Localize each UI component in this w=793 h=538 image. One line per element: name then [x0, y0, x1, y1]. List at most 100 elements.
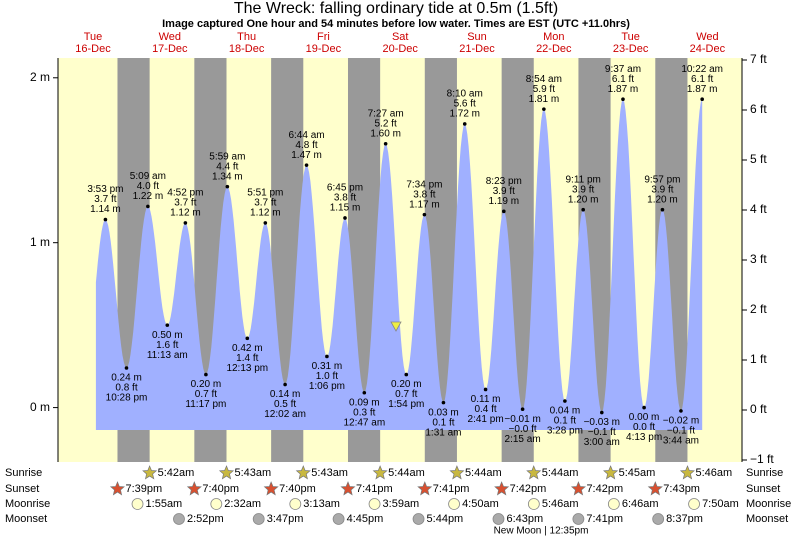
tide-time: 3:53 pm [87, 184, 123, 195]
tide-height-ft: 3.9 ft [493, 186, 515, 197]
row-label: Sunrise [5, 467, 42, 479]
y2-tick-label: 6 ft [750, 102, 767, 116]
tide-height-m: 1.22 m [133, 191, 164, 202]
y-tick-label: 1 m [30, 235, 50, 249]
moonset-time: 5:44pm [427, 513, 464, 525]
date-label: 16-Dec [75, 43, 111, 55]
tide-height-ft: −0.1 ft [588, 427, 616, 438]
sunset-time: 7:40pm [279, 483, 316, 495]
tide-height-m: 1.14 m [90, 204, 121, 215]
tide-height-m: 1.87 m [608, 84, 639, 95]
moonrise-icon [368, 498, 381, 510]
weekday-label: Fri [317, 31, 330, 43]
date-label: 20-Dec [382, 43, 418, 55]
sunset-time: 7:39pm [125, 483, 162, 495]
tide-height-ft: 5.9 ft [533, 84, 555, 95]
y2-tick-label: 7 ft [750, 52, 767, 66]
sunset-icon [417, 481, 433, 496]
tide-height-m: 0.03 m [428, 407, 459, 418]
sunrise-time: 5:44am [542, 467, 579, 479]
tide-height-ft: 0.8 ft [115, 383, 137, 394]
sunset-time: 7:41pm [356, 483, 393, 495]
tide-point [642, 405, 646, 410]
tide-height-ft: 3.7 ft [174, 198, 196, 209]
moonset-icon [652, 513, 665, 525]
date-label: 21-Dec [459, 43, 495, 55]
tide-time: 3:28 pm [547, 426, 583, 437]
tide-height-m: 0.31 m [312, 361, 343, 372]
tide-point [660, 207, 665, 212]
tide-height-m: 0.20 m [191, 379, 222, 390]
date-label: 18-Dec [229, 43, 265, 55]
y2-tick-label: 2 ft [750, 302, 767, 316]
moonset-time: 2:52pm [187, 513, 224, 525]
moonrise-time: 3:59am [383, 498, 420, 510]
tide-height-m: −0.02 m [663, 416, 699, 427]
sunrise-time: 5:42am [158, 467, 195, 479]
tide-height-ft: 3.7 ft [94, 194, 116, 205]
weekday-label: Wed [159, 31, 181, 43]
tide-height-m: 1.47 m [291, 150, 322, 161]
row-label: Sunrise [746, 467, 783, 479]
moonrise-icon [289, 498, 302, 510]
tide-point [343, 216, 347, 220]
tide-point [204, 372, 208, 377]
sunset-icon [494, 481, 510, 496]
tide-height-m: 1.34 m [212, 171, 243, 182]
tide-point [325, 354, 329, 359]
tide-time: 4:52 pm [167, 188, 203, 199]
moonset-icon [412, 513, 425, 525]
moonset-icon [492, 513, 505, 525]
tide-height-ft: 4.4 ft [216, 161, 238, 172]
tide-height-ft: 3.8 ft [334, 193, 356, 204]
tide-time: 4:13 pm [626, 432, 662, 443]
tide-point [124, 366, 129, 370]
tide-point [183, 221, 188, 225]
tide-point [263, 221, 268, 225]
moonrise-icon [527, 498, 540, 510]
moonrise-time: 3:13am [303, 498, 340, 510]
sunset-icon [647, 481, 663, 496]
weekday-label: Tue [84, 31, 103, 43]
y2-tick-label: −1 ft [750, 452, 774, 466]
y-tick-label: 2 m [30, 70, 50, 84]
y2-tick-label: 0 ft [750, 402, 767, 416]
tide-height-m: 1.20 m [647, 194, 678, 205]
y2-tick-label: 5 ft [750, 152, 767, 166]
tide-height-m: 0.04 m [550, 406, 581, 417]
tide-point [502, 209, 506, 214]
sunset-time: 7:42pm [510, 483, 547, 495]
moonrise-icon [448, 498, 460, 510]
tide-height-m: 0.24 m [111, 373, 142, 384]
sunrise-time: 5:43am [311, 467, 348, 479]
tide-height-m: 0.11 m [471, 394, 501, 405]
tide-height-m: 1.81 m [529, 94, 560, 105]
tide-time: 10:28 pm [106, 393, 148, 404]
tide-height-m: 1.87 m [687, 84, 718, 95]
moonrise-time: 7:50am [702, 498, 739, 510]
tide-height-ft: −0.0 ft [509, 424, 537, 435]
tide-height-m: 1.72 m [449, 109, 480, 120]
tide-height-ft: 4.0 ft [137, 181, 159, 192]
tide-height-ft: 0.1 ft [554, 416, 576, 427]
y2-tick-label: 4 ft [750, 202, 767, 216]
sunset-time: 7:43pm [663, 483, 700, 495]
sunrise-icon [449, 465, 465, 480]
tide-time: 3:00 am [584, 437, 620, 448]
moonset-time: 7:41pm [586, 513, 623, 525]
tide-point [563, 399, 567, 403]
tide-time: 5:59 am [209, 151, 245, 162]
tide-time: 2:15 am [505, 434, 541, 445]
sunset-icon [186, 481, 202, 496]
tide-time: 9:37 am [605, 64, 641, 75]
tide-time: 10:22 am [681, 64, 723, 75]
moonrise-icon [210, 498, 223, 510]
tide-point [225, 184, 230, 189]
tide-height-ft: 3.9 ft [651, 184, 673, 195]
row-label: Moonrise [5, 498, 50, 510]
sunset-time: 7:42pm [586, 483, 623, 495]
sunset-icon [109, 481, 125, 496]
tide-height-m: 0.42 m [232, 343, 263, 354]
moonset-time: 4:45pm [347, 513, 384, 525]
